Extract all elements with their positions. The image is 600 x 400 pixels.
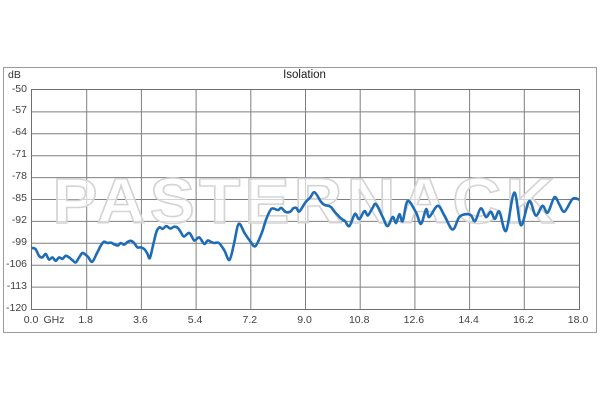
y-tick-label: -120	[5, 301, 27, 314]
y-tick-label: -92	[11, 213, 27, 226]
y-tick-label: -57	[11, 104, 27, 117]
x-tick-label: 14.4	[458, 314, 479, 326]
x-tick-label: 1.8	[78, 314, 93, 326]
x-tick-label: 18.0	[567, 314, 589, 326]
watermark-text: PASTERNACK	[53, 165, 559, 237]
chart-title: Isolation	[283, 69, 326, 81]
y-axis-unit-label: dB	[8, 69, 21, 81]
isolation-chart-plot: PASTERNACK	[31, 89, 580, 310]
x-tick-label: 0.0	[23, 314, 39, 326]
x-tick-label: 5.4	[187, 314, 203, 326]
y-tick-label: -78	[11, 170, 27, 183]
y-tick-label: -99	[11, 235, 27, 248]
y-tick-label: -113	[6, 279, 27, 292]
y-tick-label: -64	[11, 126, 27, 139]
x-tick-label: 7.2	[242, 314, 258, 326]
y-tick-label: -50	[11, 82, 27, 95]
y-tick-label: -106	[5, 257, 27, 270]
isolation-line-series	[32, 190, 579, 264]
x-tick-label: 9.0	[297, 314, 312, 326]
x-axis-unit-label: GHz	[43, 314, 65, 326]
x-tick-label: 10.8	[348, 314, 370, 326]
y-tick-label: -71	[11, 148, 27, 161]
x-tick-label: 3.6	[133, 314, 148, 326]
x-tick-label: 16.2	[513, 314, 534, 326]
x-tick-label: 12.6	[403, 314, 425, 326]
y-tick-label: -85	[11, 192, 27, 204]
